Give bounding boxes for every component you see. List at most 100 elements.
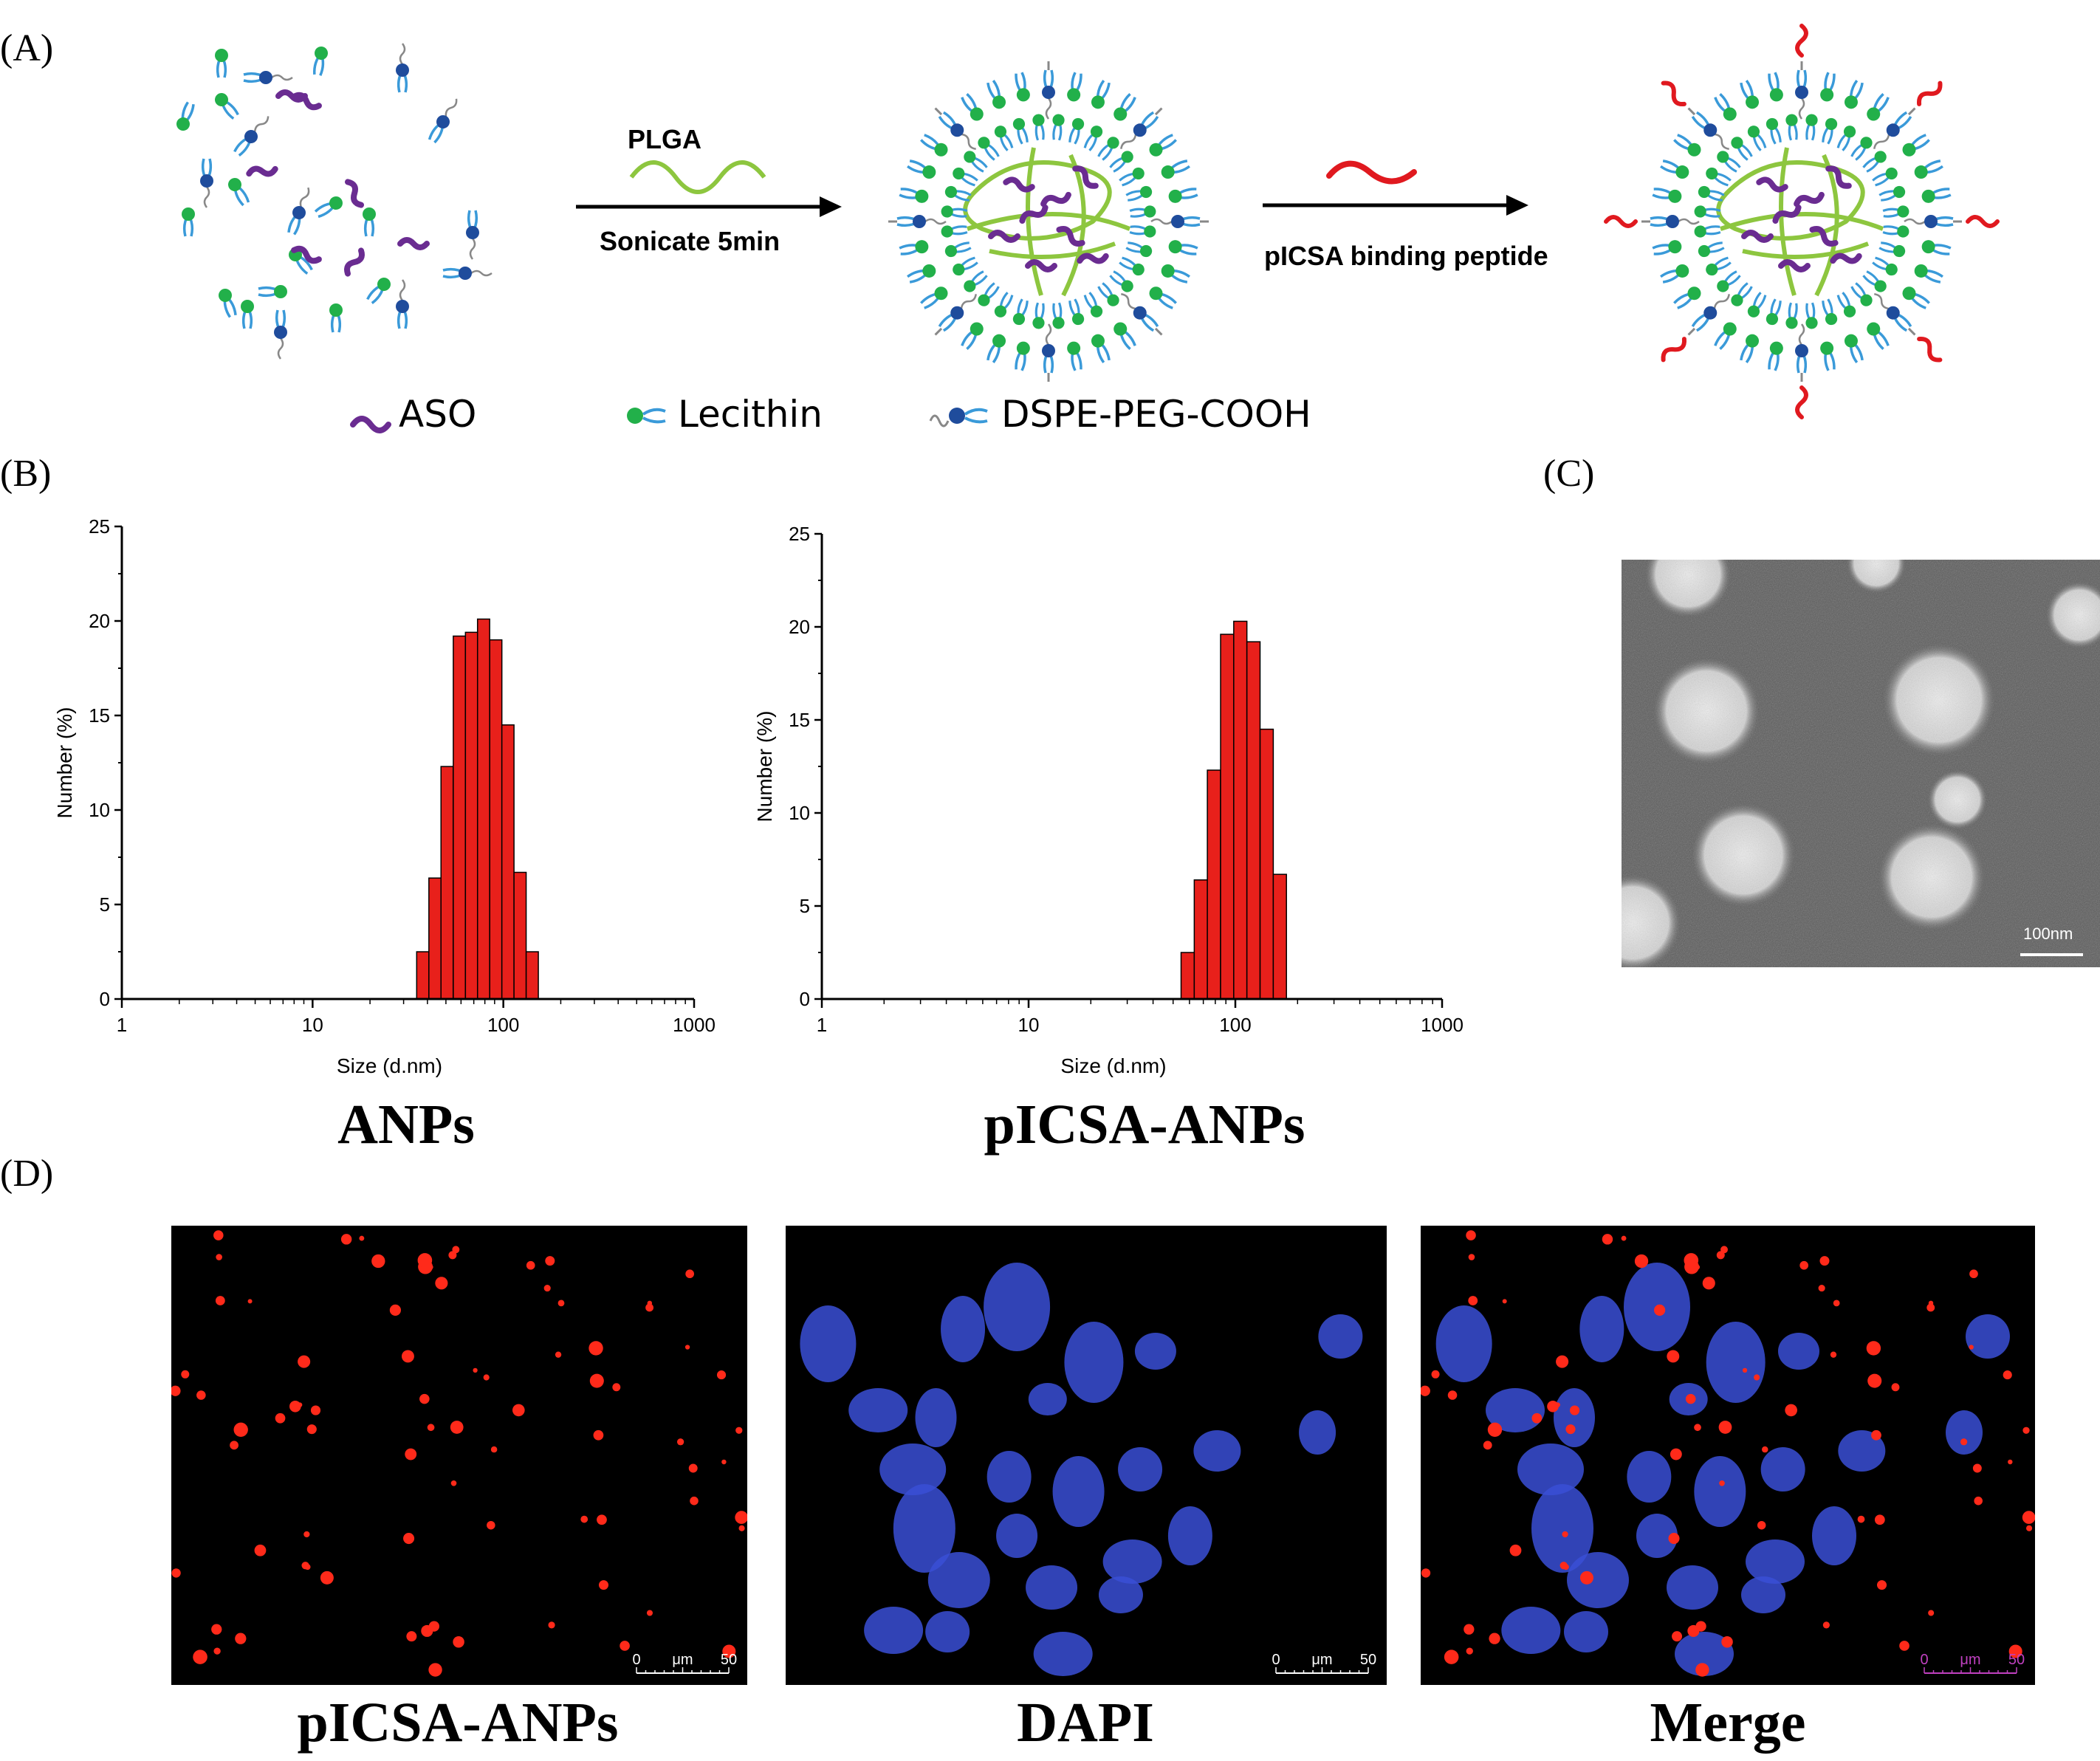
tem-scale-label: 100nm bbox=[2023, 924, 2073, 943]
nucleus bbox=[1033, 1632, 1093, 1676]
lecithin-molecule bbox=[1822, 298, 1838, 326]
nanoparticle-signal bbox=[1489, 1633, 1500, 1644]
aso-strand bbox=[1809, 226, 1839, 247]
lecithin-molecule bbox=[1698, 241, 1725, 258]
lecithin-molecule bbox=[1882, 225, 1909, 238]
nanoparticle-signal bbox=[1464, 1624, 1475, 1635]
arrow-peptide bbox=[1263, 160, 1528, 216]
dspe-molecule bbox=[200, 158, 213, 208]
lecithin-molecule bbox=[1882, 205, 1909, 218]
dspe-molecule bbox=[1150, 215, 1201, 228]
nucleus bbox=[925, 1611, 970, 1652]
nanoparticle-signal bbox=[1762, 1446, 1768, 1453]
nanoparticle-signal bbox=[589, 1373, 604, 1388]
lecithin-molecule bbox=[182, 207, 195, 237]
nanoparticle-signal bbox=[427, 1424, 435, 1432]
lecithin-molecule bbox=[1731, 137, 1753, 161]
dspe-molecule bbox=[1691, 294, 1730, 332]
aso-strand bbox=[246, 165, 278, 177]
lecithin-molecule bbox=[1850, 282, 1873, 306]
histogram-bar bbox=[1180, 952, 1195, 1000]
lecithin-molecule bbox=[907, 264, 936, 284]
nucleus bbox=[1052, 1456, 1105, 1527]
dspe-molecule bbox=[938, 111, 976, 150]
nanoparticle-signal bbox=[721, 1459, 727, 1465]
lecithin-molecule bbox=[978, 137, 1000, 161]
nanoparticle-signal bbox=[1468, 1254, 1475, 1260]
lecithin-molecule bbox=[1119, 256, 1145, 276]
nanoparticle-signal bbox=[419, 1393, 430, 1404]
nanoparticle-signal bbox=[735, 1427, 743, 1434]
nanoparticle-signal bbox=[216, 1254, 222, 1260]
lecithin-molecule bbox=[1706, 256, 1732, 276]
dspe-molecule bbox=[274, 309, 287, 360]
lecithin-molecule bbox=[1149, 286, 1177, 309]
nucleus bbox=[1098, 1576, 1143, 1613]
nanoparticle-signal bbox=[417, 1253, 433, 1268]
nanoparticle-signal bbox=[1684, 1253, 1699, 1268]
lecithin-molecule bbox=[1652, 240, 1682, 255]
lecithin-molecule bbox=[1052, 114, 1065, 141]
y-tick-label: 5 bbox=[100, 893, 110, 916]
nanoparticle-signal bbox=[230, 1441, 239, 1450]
lecithin-molecule bbox=[241, 300, 254, 329]
lecithin-molecule bbox=[1068, 117, 1085, 145]
nanoparticle-signal bbox=[401, 1350, 414, 1363]
lecithin-molecule bbox=[1091, 80, 1111, 109]
nucleus bbox=[879, 1444, 947, 1495]
lecithin-molecule bbox=[1768, 72, 1783, 102]
lecithin-molecule bbox=[215, 93, 239, 120]
nucleus bbox=[1675, 1632, 1734, 1676]
scale-bar-label: 50 bbox=[1360, 1652, 1376, 1668]
nanoparticle-signal bbox=[688, 1463, 698, 1473]
scale-bar-label: 50 bbox=[721, 1652, 737, 1668]
nucleus bbox=[1706, 1322, 1766, 1403]
nanoparticle-signal bbox=[487, 1521, 495, 1530]
nucleus bbox=[996, 1514, 1038, 1558]
nucleus bbox=[986, 1451, 1032, 1503]
nanoparticle-signal bbox=[1687, 1624, 1700, 1637]
lecithin-molecule bbox=[1015, 341, 1030, 371]
nucleus bbox=[1946, 1410, 1983, 1455]
x-tick-label: 1000 bbox=[1421, 1014, 1464, 1036]
histogram-bar bbox=[1272, 873, 1287, 1000]
nucleus bbox=[1741, 1576, 1785, 1613]
legend-dspe-icon bbox=[929, 408, 988, 428]
lecithin-molecule bbox=[1844, 334, 1864, 363]
y-tick-label: 0 bbox=[100, 988, 110, 1010]
nanoparticle-signal bbox=[1667, 1350, 1680, 1363]
y-tick-label: 25 bbox=[789, 523, 810, 545]
nucleus bbox=[1694, 1456, 1746, 1527]
lecithin-molecule bbox=[1836, 292, 1856, 317]
lecithin-molecule bbox=[1914, 159, 1943, 179]
scale-bar-label: 0 bbox=[1272, 1652, 1280, 1668]
lecithin-molecule bbox=[1698, 185, 1725, 202]
nanoparticle-signal bbox=[303, 1531, 310, 1538]
nucleus bbox=[1517, 1444, 1584, 1495]
y-tick-label: 10 bbox=[789, 802, 810, 824]
nanoparticle-signal bbox=[593, 1429, 604, 1441]
panel-label-b: (B) bbox=[0, 453, 52, 495]
confocal-label-picsa-anps: pICSA-ANPs bbox=[297, 1692, 619, 1754]
arrow-sonicate bbox=[576, 160, 842, 217]
nanoparticle-signal bbox=[1562, 1531, 1568, 1538]
lecithin-molecule bbox=[176, 101, 195, 131]
lecithin-molecule bbox=[1747, 126, 1767, 151]
aso-strand bbox=[345, 179, 364, 208]
nucleus bbox=[1838, 1430, 1886, 1472]
lecithin-molecule bbox=[944, 241, 972, 258]
histogram-bar bbox=[1259, 728, 1274, 1000]
peptide-ligand bbox=[1795, 24, 1808, 58]
x-tick-label: 10 bbox=[1018, 1014, 1040, 1036]
nucleus bbox=[1501, 1607, 1561, 1654]
nanoparticle-signal bbox=[490, 1446, 498, 1453]
dspe-molecule bbox=[396, 279, 409, 329]
lecithin-molecule bbox=[986, 80, 1006, 109]
lecithin-molecule bbox=[1168, 240, 1198, 255]
size-distribution-chart-anps: 0 5 10 15 20 25 1 10 100 1000 Size (d.nm) Number (%… bbox=[53, 515, 716, 1077]
lecithin-molecule bbox=[1872, 256, 1898, 276]
histogram-bar bbox=[1233, 620, 1248, 1000]
nanoparticle-signal bbox=[1702, 1277, 1715, 1290]
x-tick-label: 100 bbox=[487, 1014, 519, 1036]
panel-label-d: (D) bbox=[0, 1153, 54, 1195]
